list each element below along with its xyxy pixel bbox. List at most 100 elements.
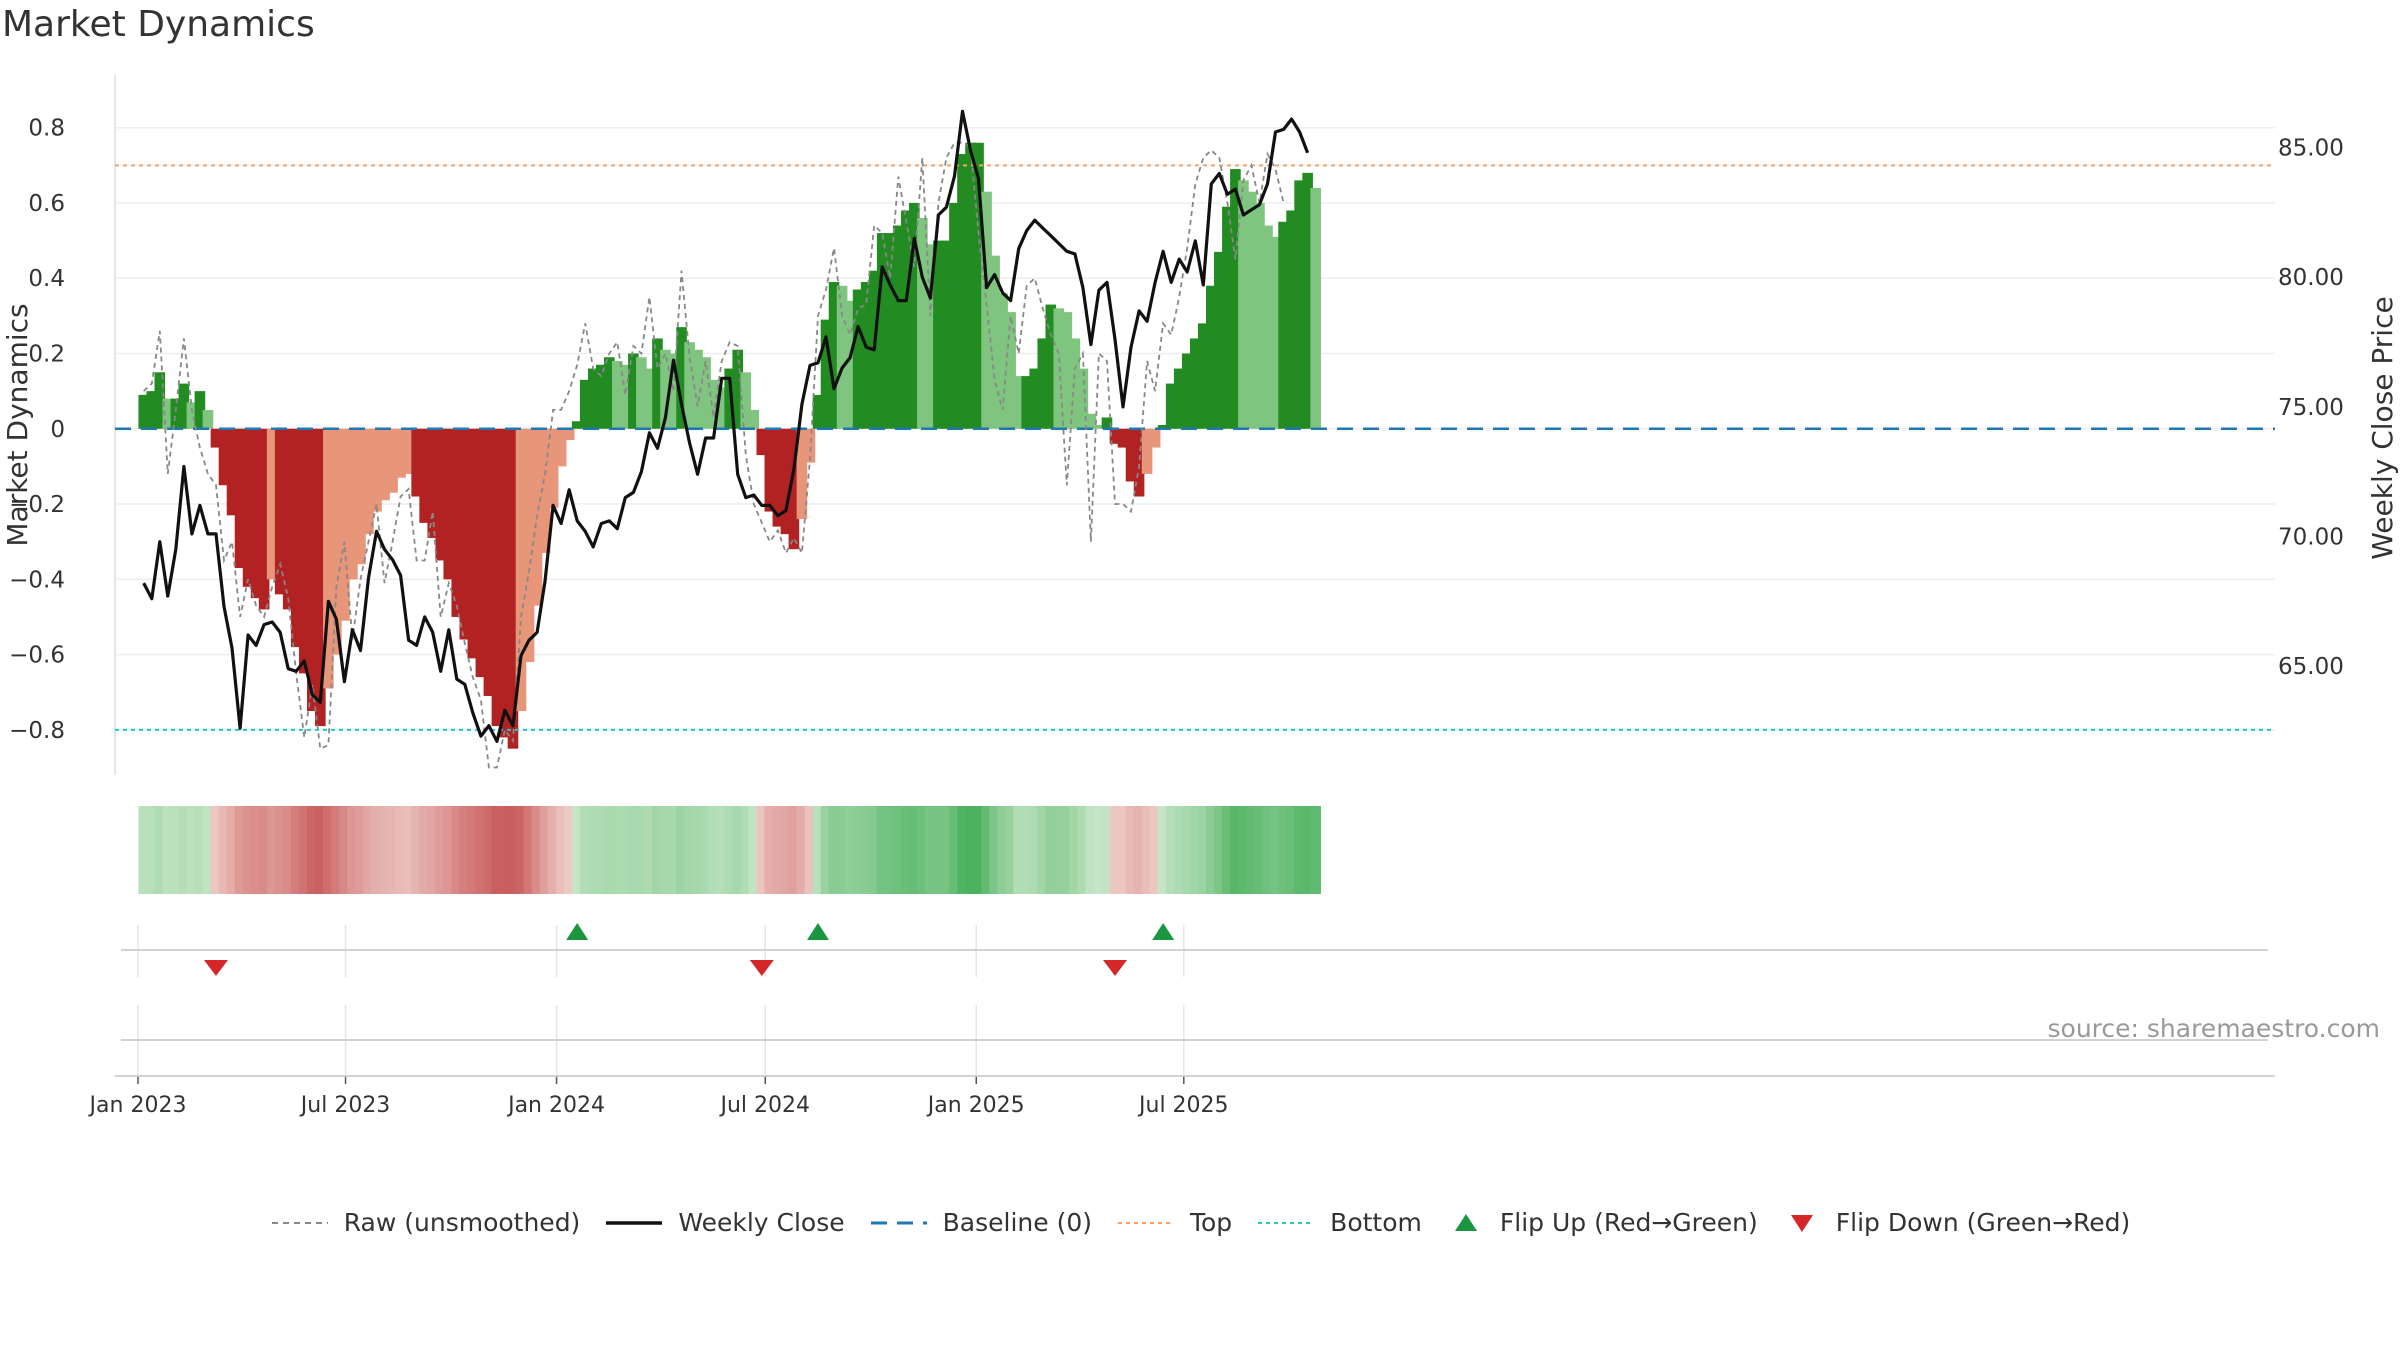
- dynamics-bar: [218, 428, 230, 486]
- legend-item-flip-up[interactable]: Flip Up (Red→Green): [1446, 1208, 1758, 1237]
- heat-strip-cell: [603, 806, 615, 894]
- y-right-tick-label: 70.00: [2278, 524, 2344, 550]
- dynamics-bar: [411, 428, 422, 497]
- heat-strip-cell: [202, 806, 214, 894]
- dynamics-bar: [844, 300, 856, 429]
- dynamics-bar: [1230, 169, 1241, 429]
- heat-strip-cell: [628, 806, 639, 894]
- heat-strip-cell: [965, 806, 976, 894]
- flip-up-triangle-icon: [1454, 1213, 1477, 1231]
- dynamics-bar: [250, 428, 262, 599]
- dynamics-bar: [1206, 285, 1217, 429]
- dynamics-bar: [812, 394, 824, 429]
- heat-strip-cell: [1189, 806, 1201, 894]
- legend-item-bottom[interactable]: Bottom: [1256, 1208, 1422, 1237]
- dynamics-bar: [194, 391, 206, 429]
- heat-strip-cell: [547, 806, 559, 894]
- dynamics-bar: [395, 428, 406, 478]
- heat-strip-cell: [266, 806, 278, 894]
- dynamics-bar: [1222, 206, 1233, 429]
- x-tick-label: Jan 2025: [926, 1093, 1025, 1118]
- heat-strip-cell: [1029, 806, 1041, 894]
- legend: Raw (unsmoothed) Weekly Close Baseline (…: [0, 1208, 2400, 1237]
- legend-item-baseline[interactable]: Baseline (0): [869, 1208, 1092, 1237]
- legend-label-bottom: Bottom: [1330, 1208, 1422, 1237]
- heat-strip-cell: [403, 806, 414, 894]
- heat-strip-cell: [1197, 806, 1209, 894]
- dynamics-bar: [595, 364, 607, 429]
- heat-strip-cell: [515, 806, 527, 894]
- heat-strip-cell: [1101, 806, 1113, 894]
- y-left-tick-label: −0.4: [9, 567, 65, 593]
- dynamics-bar: [756, 428, 768, 456]
- dynamics-bar: [644, 368, 655, 429]
- legend-item-raw[interactable]: Raw (unsmoothed): [270, 1208, 581, 1237]
- legend-baseline-swatch: [870, 1221, 927, 1224]
- heat-strip-cell: [1302, 806, 1313, 894]
- dynamics-bar: [1093, 425, 1105, 429]
- dynamics-bar: [1294, 180, 1305, 429]
- heat-strip-cell: [1005, 806, 1016, 894]
- dynamics-bar: [1053, 308, 1065, 429]
- heat-strip-cell: [732, 806, 744, 894]
- dynamics-bar: [836, 285, 848, 429]
- dynamics-bar: [290, 428, 302, 648]
- legend-item-flip-down[interactable]: Flip Down (Green→Red): [1782, 1208, 2131, 1237]
- dynamics-bar: [788, 428, 800, 550]
- heat-strip-cell: [981, 806, 992, 894]
- heat-strip-cell: [234, 806, 246, 894]
- legend-item-weekly-close[interactable]: Weekly Close: [604, 1208, 845, 1237]
- heat-strip-cell: [997, 806, 1008, 894]
- heat-strip-cell: [523, 806, 535, 894]
- dynamics-bar: [1238, 180, 1249, 429]
- y-left-axis-title: Market Dynamics: [1, 303, 34, 546]
- heat-strip-cell: [1133, 806, 1145, 894]
- dynamics-bar: [347, 428, 358, 580]
- heat-strip-cell: [379, 806, 390, 894]
- legend-label-raw: Raw (unsmoothed): [343, 1208, 581, 1237]
- dynamics-bar: [636, 357, 647, 429]
- dynamics-bar: [772, 428, 784, 527]
- heat-strip-cell: [676, 806, 687, 894]
- dynamics-bar: [892, 225, 904, 429]
- heat-strip-cell: [571, 806, 583, 894]
- heat-strip-cell: [668, 806, 679, 894]
- heat-strip-cell: [186, 806, 198, 894]
- heat-strip-cell: [451, 806, 463, 894]
- dynamics-bar: [764, 428, 776, 512]
- heat-strip-cell: [740, 806, 752, 894]
- dynamics-bar: [652, 338, 663, 429]
- heat-strip-cell: [331, 806, 342, 894]
- heat-strip-cell: [1173, 806, 1185, 894]
- dynamics-bar: [226, 428, 238, 516]
- dynamics-bar: [202, 409, 214, 429]
- heat-strip-cell: [290, 806, 302, 894]
- dynamics-bar: [483, 428, 495, 696]
- dynamics-bar: [708, 379, 719, 429]
- dynamics-bar: [676, 327, 687, 429]
- dynamics-bar: [941, 240, 952, 429]
- y-right-axis-title: Weekly Close Price: [2366, 296, 2399, 559]
- heat-strip-cell: [957, 806, 968, 894]
- dynamics-bar: [339, 428, 350, 621]
- y-left-tick-label: 0: [50, 417, 65, 443]
- dynamics-bar: [917, 218, 928, 429]
- legend-label-flip-down: Flip Down (Green→Red): [1835, 1208, 2131, 1237]
- heat-strip-cell: [1214, 806, 1225, 894]
- legend-item-top[interactable]: Top: [1116, 1208, 1232, 1237]
- heat-strip-cell: [459, 806, 471, 894]
- heat-strip-cell: [323, 806, 334, 894]
- flip-down-triangle-icon: [1790, 1214, 1813, 1232]
- dynamics-bar: [1109, 428, 1121, 444]
- dynamics-bar: [178, 383, 190, 429]
- dynamics-bar: [523, 428, 535, 663]
- heat-strip-cell: [1013, 806, 1024, 894]
- dynamics-bar: [748, 409, 760, 429]
- dynamics-bar: [403, 428, 414, 474]
- heat-strip-cell: [660, 806, 671, 894]
- heat-strip-cell: [868, 806, 880, 894]
- y-left-tick-label: −0.2: [9, 492, 65, 518]
- heat-strip-cell: [507, 806, 519, 894]
- y-right-tick-label: 85.00: [2278, 136, 2344, 162]
- x-tick-label: Jan 2023: [88, 1093, 187, 1118]
